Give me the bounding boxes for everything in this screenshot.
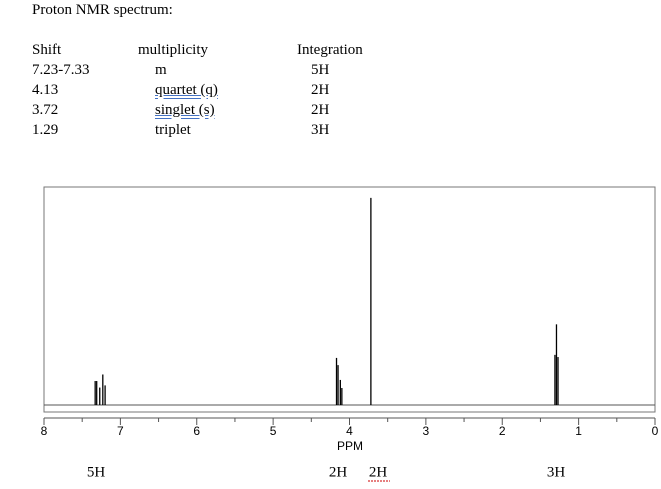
integration-label: 3H	[547, 464, 566, 480]
title: Proton NMR spectrum:	[32, 2, 173, 18]
table-cell: m	[155, 62, 167, 78]
table-cell: 7.23-7.33	[32, 62, 90, 78]
x-tick-label: 7	[117, 424, 124, 438]
x-tick-label: 2	[499, 424, 506, 438]
plot-frame	[43, 186, 656, 413]
x-tick-label: 6	[193, 424, 200, 438]
table-cell: 5H	[311, 62, 330, 78]
integration-label: 2H	[369, 464, 388, 480]
table-cell: 3.72	[32, 102, 59, 118]
x-tick-label: 8	[41, 424, 48, 438]
table-cell: 2H	[311, 82, 330, 98]
table-cell: 4.13	[32, 82, 59, 98]
column-header: multiplicity	[138, 42, 208, 58]
table-cell: 2H	[311, 102, 330, 118]
x-tick-label: 1	[575, 424, 582, 438]
table-cell: quartet (q)	[155, 82, 218, 98]
table-cell: 3H	[311, 122, 330, 138]
table-cell: singlet (s)	[155, 102, 215, 118]
x-axis-label: PPM	[337, 439, 363, 453]
integration-label: 5H	[87, 464, 106, 480]
x-tick-label: 0	[652, 424, 659, 438]
table-cell: triplet	[155, 122, 191, 138]
table-cell: 1.29	[32, 122, 59, 138]
integration-label: 2H	[329, 464, 348, 480]
x-tick-label: 3	[423, 424, 430, 438]
column-header: Integration	[297, 42, 363, 58]
x-tick-label: 4	[346, 424, 353, 438]
x-tick-label: 5	[270, 424, 277, 438]
column-header: Shift	[32, 42, 62, 58]
